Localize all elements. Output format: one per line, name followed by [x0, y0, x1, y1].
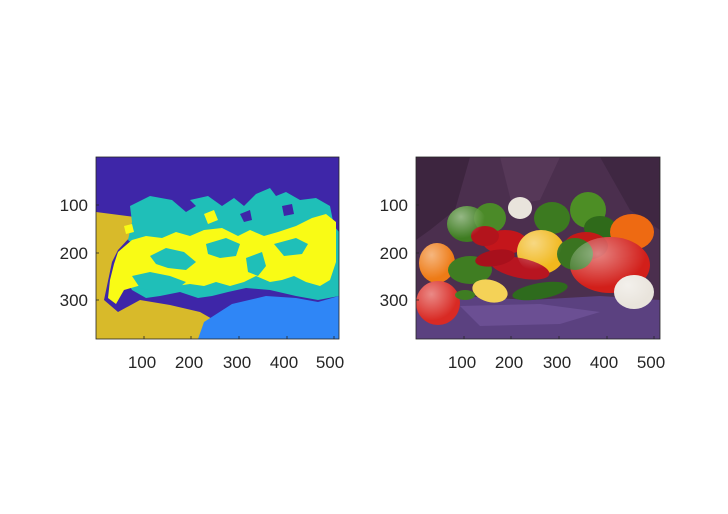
region-olive	[96, 212, 214, 339]
y-tick-label: 100	[380, 196, 408, 215]
photo-x-axis: 100 200 300 400 500	[448, 336, 665, 372]
x-tick-label: 400	[590, 353, 618, 372]
photo-axes-box	[415, 156, 661, 340]
x-tick-label: 300	[223, 353, 251, 372]
photo-y-axis: 100 200 300	[380, 196, 419, 310]
y-tick-label: 300	[60, 291, 88, 310]
y-tick-label: 100	[60, 196, 88, 215]
y-tick-label: 300	[380, 291, 408, 310]
region-yellow	[108, 214, 336, 304]
x-tick-label: 200	[175, 353, 203, 372]
label-map-image	[96, 157, 339, 339]
y-tick-label: 200	[380, 244, 408, 263]
peppers-photo-panel: 100 200 300 100 200 300 400 500	[380, 156, 665, 372]
x-tick-label: 200	[495, 353, 523, 372]
label-map-y-axis: 100 200 300	[60, 196, 99, 310]
x-tick-label: 500	[316, 353, 344, 372]
x-tick-label: 100	[128, 353, 156, 372]
x-tick-label: 100	[448, 353, 476, 372]
peppers-photo	[416, 157, 660, 339]
label-map-axes-box	[95, 156, 340, 340]
y-tick-label: 200	[60, 244, 88, 263]
x-tick-label: 300	[543, 353, 571, 372]
x-tick-label: 400	[270, 353, 298, 372]
x-tick-label: 500	[637, 353, 665, 372]
label-map-panel: 100 200 300	[60, 156, 340, 340]
garlic-top	[508, 197, 532, 219]
label-map-x-axis: 100 200 300 400 500	[128, 336, 344, 372]
region-blue	[198, 296, 339, 339]
